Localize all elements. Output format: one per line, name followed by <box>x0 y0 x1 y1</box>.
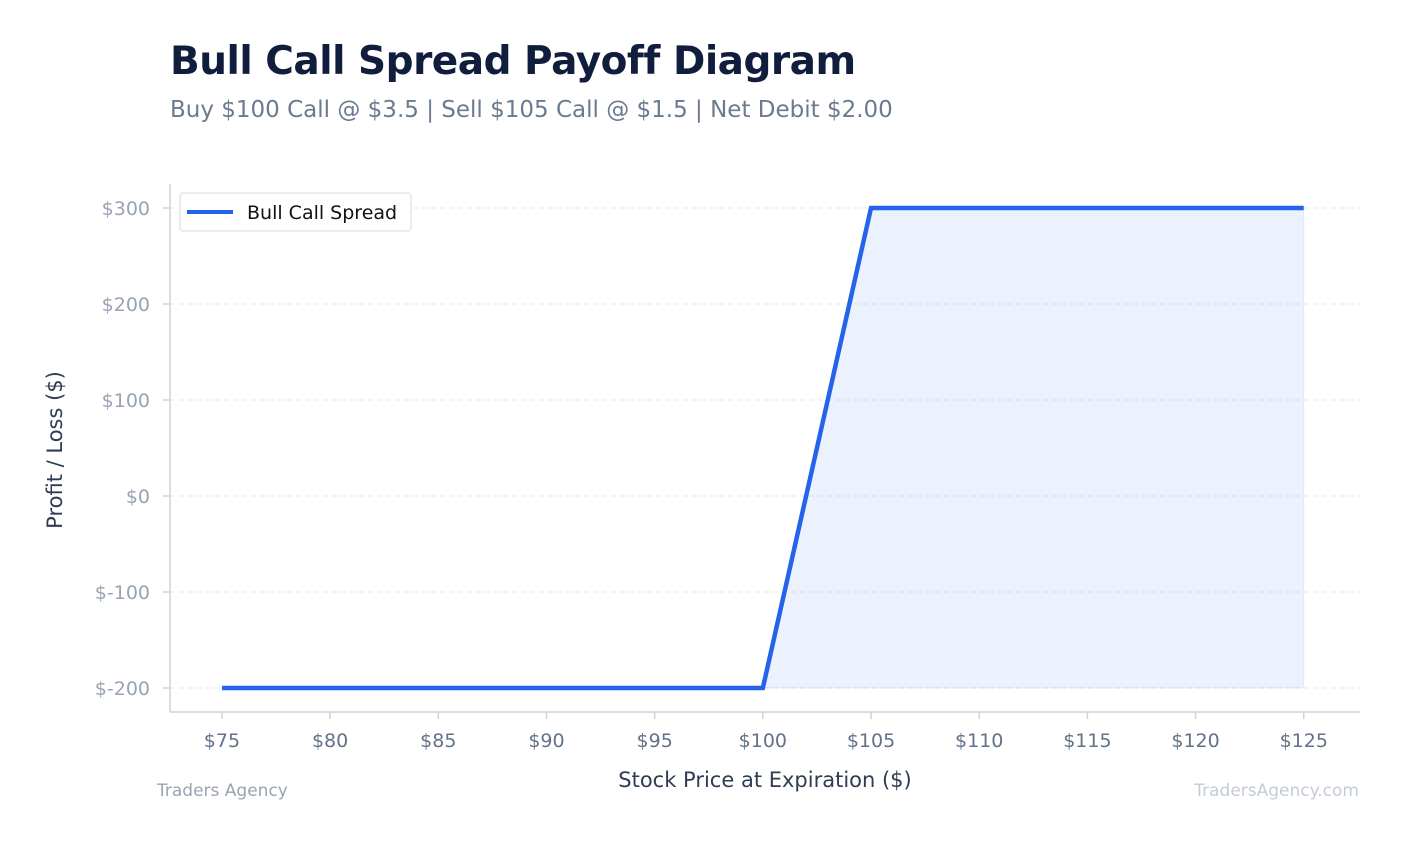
x-tick-label: $95 <box>637 730 673 752</box>
series-line-bull-call-spread <box>221 205 1304 691</box>
footer-website: TradersAgency.com <box>1193 781 1359 801</box>
x-ticks: $75 $80 $85 $90 $95 $100 $105 $110 $115 $120 $125 <box>204 712 1328 752</box>
y-tick-label: $100 <box>102 390 150 412</box>
chart-title: Bull Call Spread Payoff Diagram <box>170 39 856 84</box>
x-tick-label: $105 <box>847 730 895 752</box>
profit-fill-layer <box>762 207 1305 689</box>
footer-brand: Traders Agency <box>156 781 288 801</box>
x-tick-label: $75 <box>204 730 240 752</box>
y-tick-label: $300 <box>102 198 150 220</box>
legend-label: Bull Call Spread <box>247 202 397 224</box>
y-ticks: $-200 $-100 $0 $100 $200 $300 <box>95 198 170 700</box>
y-axis-label: Profit / Loss ($) <box>43 371 67 529</box>
x-tick-label: $100 <box>739 730 787 752</box>
y-tick-label: $-200 <box>95 678 150 700</box>
y-tick-label: $200 <box>102 294 150 316</box>
x-tick-label: $125 <box>1280 730 1328 752</box>
y-tick-label: $-100 <box>95 582 150 604</box>
x-tick-label: $80 <box>312 730 348 752</box>
x-axis-label: Stock Price at Expiration ($) <box>618 768 912 792</box>
profit-area-fill <box>762 207 1305 689</box>
x-tick-label: $90 <box>528 730 564 752</box>
x-tick-label: $85 <box>420 730 456 752</box>
x-tick-label: $110 <box>955 730 1003 752</box>
chart-subtitle: Buy $100 Call @ $3.5 | Sell $105 Call @ … <box>170 97 893 123</box>
y-tick-label: $0 <box>126 486 150 508</box>
series-layer <box>221 205 1304 691</box>
legend-box <box>179 192 412 232</box>
axes <box>169 184 1360 713</box>
x-tick-label: $115 <box>1063 730 1111 752</box>
chart-legend: Bull Call Spread <box>179 192 412 232</box>
x-tick-label: $120 <box>1171 730 1219 752</box>
